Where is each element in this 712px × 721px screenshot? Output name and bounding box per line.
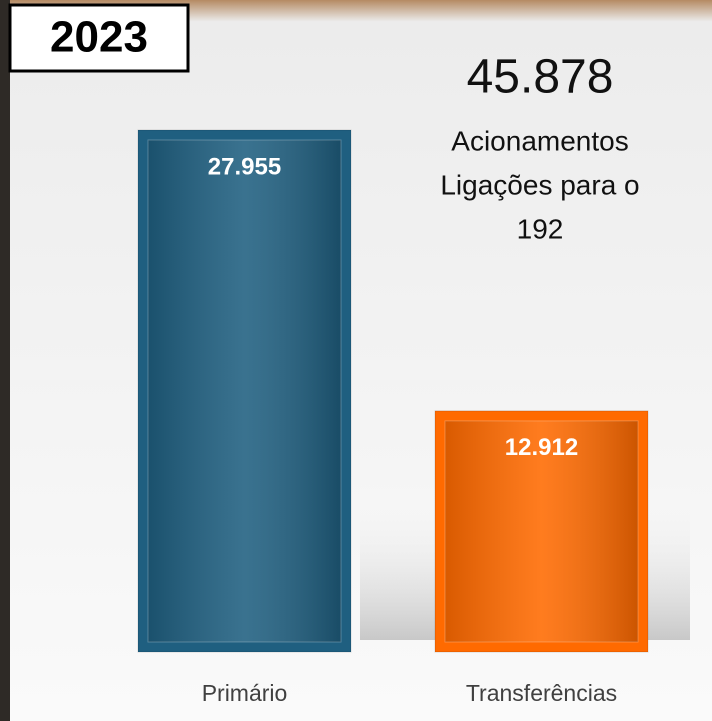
chart-title: 2023 bbox=[50, 13, 148, 62]
annotation: 192 bbox=[517, 213, 564, 244]
x-tick-label: Transferências bbox=[466, 680, 617, 706]
bar-bevel bbox=[444, 420, 639, 643]
annotation: Acionamentos bbox=[451, 125, 628, 156]
bar-bevel bbox=[147, 139, 342, 643]
annotation: Ligações para o bbox=[440, 169, 639, 200]
value-label: 12.912 bbox=[505, 434, 578, 461]
value-label: 27.955 bbox=[208, 153, 281, 180]
x-tick-label: Primário bbox=[202, 680, 288, 706]
title-box bbox=[8, 3, 190, 73]
left-edge bbox=[0, 0, 10, 721]
annotation-total: 45.878 bbox=[467, 51, 614, 104]
